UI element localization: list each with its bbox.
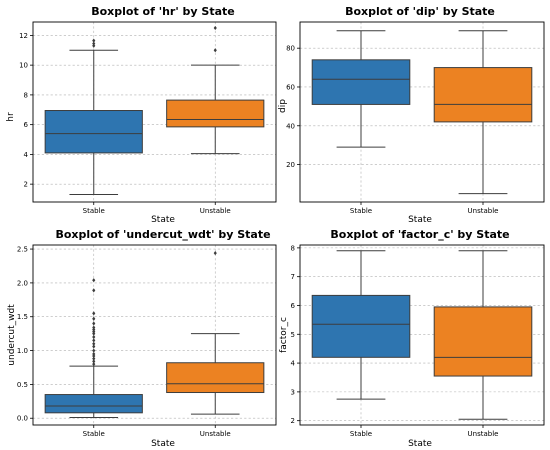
x-tick-label: Unstable [200, 207, 231, 215]
outlier-point [92, 356, 96, 361]
outlier-point [92, 361, 96, 367]
y-tick-label: 40 [286, 122, 295, 130]
box-unstable [433, 250, 533, 420]
x-tick-label: Stable [350, 430, 372, 438]
outlier-point [92, 316, 96, 321]
box-stable [44, 38, 143, 196]
y-tick-label: 1.5 [17, 313, 28, 321]
outlier-point [92, 344, 96, 349]
iqr-box [433, 306, 533, 377]
y-tick-label: 2.5 [17, 246, 28, 254]
y-tick-label: 20 [286, 161, 295, 169]
outlier-point [92, 325, 96, 330]
outlier-point [213, 251, 217, 256]
outlier-point [92, 351, 96, 357]
iqr-box [166, 362, 265, 394]
outlier-point [92, 41, 96, 46]
iqr-box [311, 59, 411, 105]
x-axis-label: State [151, 439, 175, 449]
iqr-box [44, 394, 143, 414]
iqr-box [166, 99, 265, 128]
y-tick-label: 4 [24, 151, 29, 159]
outlier-point [92, 311, 96, 316]
box-stable [311, 250, 411, 400]
panel-dip: Boxplot of 'dip' by State State dip 20 40… [278, 5, 545, 225]
y-tick-label: 1.0 [17, 347, 28, 355]
y-tick-label: 8 [24, 91, 28, 99]
box-unstable [166, 251, 265, 415]
x-tick-label: Stable [83, 207, 105, 215]
plot-area [33, 245, 276, 425]
y-tick-label: 60 [286, 83, 295, 91]
outlier-point [92, 338, 96, 343]
outlier-point [92, 321, 96, 326]
x-tick-label: Stable [350, 207, 372, 215]
panel-factor-c: Boxplot of 'factor_c' by State State fac… [279, 228, 545, 449]
box-stable [44, 278, 143, 419]
iqr-box [433, 67, 533, 123]
axes-frame [299, 21, 545, 203]
plot-area [33, 22, 276, 202]
box-stable [311, 30, 411, 148]
x-axis-label: State [408, 215, 432, 225]
axes-frame [299, 244, 545, 426]
y-tick-label: 3 [291, 388, 295, 396]
y-tick-label: 8 [291, 244, 295, 252]
y-tick-label: 6 [291, 302, 296, 310]
outlier-point [92, 334, 96, 340]
y-tick-label: 0.0 [17, 415, 28, 423]
y-tick-label: 6 [24, 121, 29, 129]
axes-frame [32, 21, 277, 203]
outlier-point [92, 288, 96, 293]
x-tick-label: Unstable [468, 207, 499, 215]
outlier-point [92, 348, 96, 353]
panel-hr: Boxplot of 'hr' by State State hr 2 4 6 8 10… [6, 5, 277, 225]
panel-title: Boxplot of 'factor_c' by State [330, 228, 509, 241]
y-tick-label: 4 [291, 360, 296, 368]
y-axis-label: hr [6, 112, 16, 122]
panel-title: Boxplot of 'undercut_wdt' by State [55, 228, 270, 241]
y-axis-label: undercut_wdt [7, 304, 17, 366]
y-axis-label: dip [278, 99, 288, 113]
plot-area [300, 22, 544, 202]
y-tick-label: 2.0 [17, 279, 28, 287]
outlier-point [92, 359, 96, 364]
outlier-point [213, 25, 217, 31]
y-tick-label: 0.5 [17, 381, 28, 389]
outlier-point [213, 48, 217, 53]
x-tick-label: Unstable [468, 430, 499, 438]
y-tick-label: 7 [291, 273, 295, 281]
x-tick-label: Stable [83, 430, 105, 438]
outlier-point [92, 341, 96, 346]
x-tick-label: Unstable [200, 430, 231, 438]
outlier-point [92, 43, 96, 48]
iqr-box [44, 110, 143, 154]
y-tick-label: 80 [286, 45, 295, 53]
iqr-box [311, 294, 411, 358]
box-unstable [433, 30, 533, 195]
y-tick-label: 2 [24, 181, 28, 189]
plot-area [300, 245, 544, 425]
outlier-point [92, 278, 96, 283]
box-unstable [166, 25, 265, 155]
panel-title: Boxplot of 'dip' by State [345, 5, 495, 18]
y-tick-label: 2 [291, 417, 295, 425]
axes-frame [32, 244, 277, 426]
y-tick-label: 12 [19, 32, 28, 40]
y-tick-label: 5 [291, 331, 295, 339]
outlier-point [92, 38, 96, 43]
x-axis-label: State [151, 215, 175, 225]
y-axis-label: factor_c [279, 317, 289, 353]
y-tick-label: 10 [19, 62, 28, 70]
x-axis-label: State [408, 439, 432, 449]
panel-title: Boxplot of 'hr' by State [91, 5, 235, 18]
panel-undercut-wdt: Boxplot of 'undercut_wdt' by State State… [7, 228, 277, 449]
